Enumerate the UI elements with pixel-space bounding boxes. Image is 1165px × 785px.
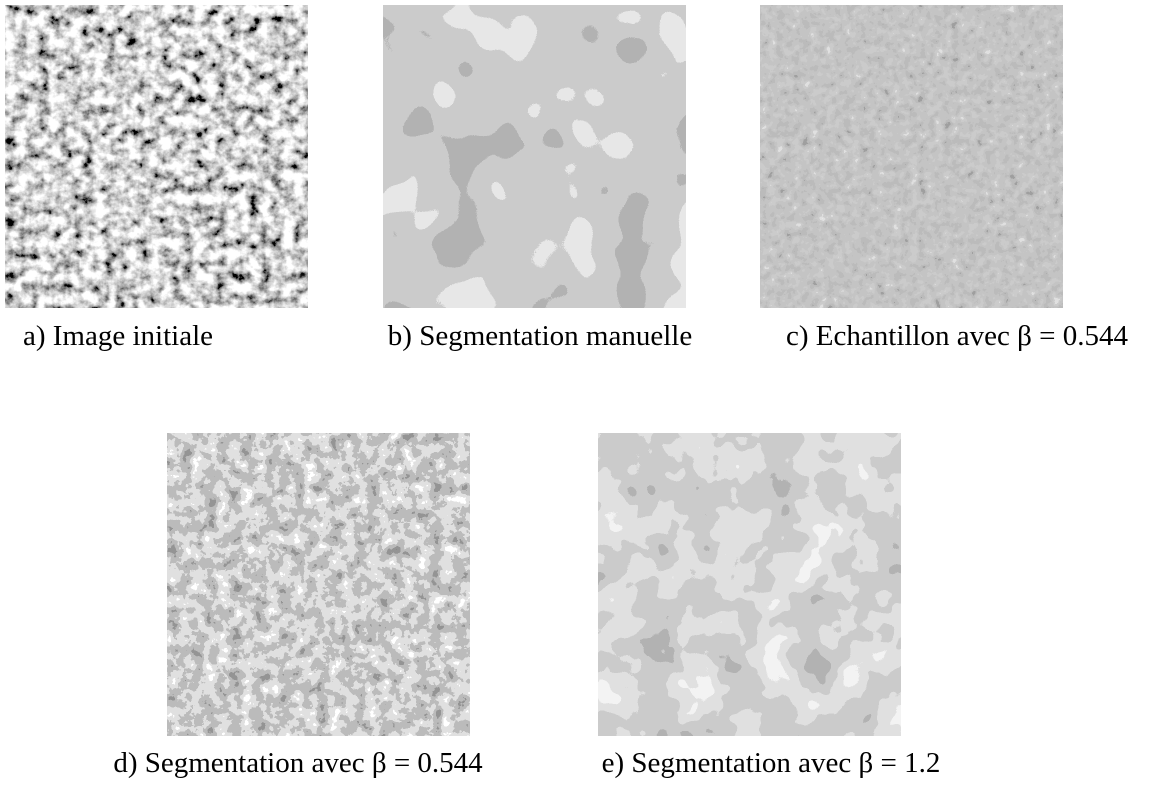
caption: c) Echantillon avec β = 0.544 (786, 320, 1128, 352)
image-segmentation-manuelle (383, 5, 686, 308)
image-segmentation-0544 (167, 433, 470, 736)
image-segmentation-12 (598, 433, 901, 736)
image-echantillon (760, 5, 1063, 308)
caption: b) Segmentation manuelle (387, 320, 693, 352)
caption: d) Segmentation avec β = 0.544 (113, 747, 483, 779)
caption: a) Image initiale (22, 320, 214, 352)
image-initiale (5, 5, 308, 308)
caption: e) Segmentation avec β = 1.2 (601, 747, 941, 779)
